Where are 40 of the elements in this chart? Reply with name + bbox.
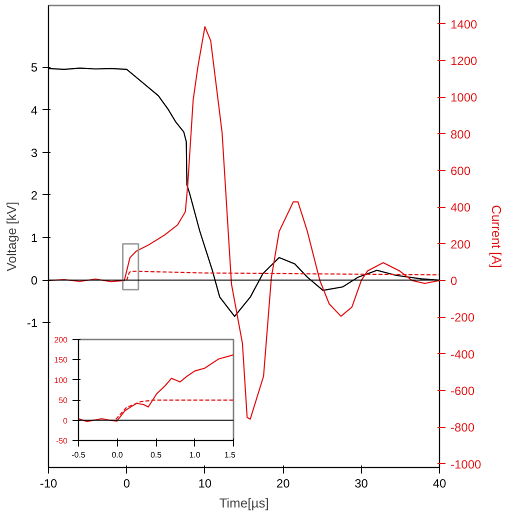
y-tick-label: 0 [30, 274, 38, 288]
y-tick-label: 100 [54, 376, 68, 385]
x-tick-label: 1.0 [189, 450, 201, 460]
y-tick-label: 50 [58, 396, 68, 406]
y-tick-label: 0 [63, 416, 68, 426]
y2-tick-label: -200 [450, 310, 475, 325]
x-axis-title: Time[µs] [219, 496, 269, 510]
y-tick-label: 200 [54, 336, 68, 344]
y2-tick-label: -1000 [450, 457, 482, 472]
y2-tick-label: -600 [450, 384, 475, 398]
y-tick-label: 2 [30, 188, 38, 202]
x-tick-label: 1.5 [224, 450, 236, 460]
x-tick-label: -0.5 [72, 450, 86, 460]
y-tick-label: 5 [30, 60, 38, 75]
x-tick-label: -10 [40, 476, 58, 490]
y-tick-label: -1 [26, 316, 38, 330]
y2-tick-label: 0 [450, 274, 458, 288]
x-tick-label: 0.0 [112, 450, 124, 460]
y-tick-label: 4 [30, 103, 38, 118]
y2-tick-label: 600 [450, 164, 471, 178]
y-tick-label: 3 [30, 146, 38, 160]
y2-tick-label: 1000 [450, 90, 478, 105]
x-tick-label: 0 [123, 476, 130, 490]
y-tick-label: -50 [56, 436, 68, 446]
y2-tick-label: 1200 [450, 54, 478, 68]
y-tick-label: 150 [54, 356, 68, 365]
y2-tick-label: 200 [450, 237, 471, 252]
y2-tick-label: -400 [450, 347, 475, 362]
y2-tick-label: 1400 [450, 17, 478, 32]
x-tick-label: 20 [276, 476, 290, 490]
y-tick-label: 1 [30, 231, 38, 246]
y2-tick-label: -800 [450, 420, 475, 435]
x-tick-label: 30 [354, 476, 368, 490]
x-tick-label: 0.5 [150, 450, 162, 460]
y2-tick-label: 400 [450, 200, 471, 215]
y2-axis-title: Current [A] [489, 205, 504, 268]
x-tick-label: 40 [432, 476, 446, 490]
x-tick-label: 10 [198, 476, 212, 490]
y2-tick-label: 800 [450, 127, 471, 142]
y-axis-title: Voltage [kV] [4, 202, 19, 272]
